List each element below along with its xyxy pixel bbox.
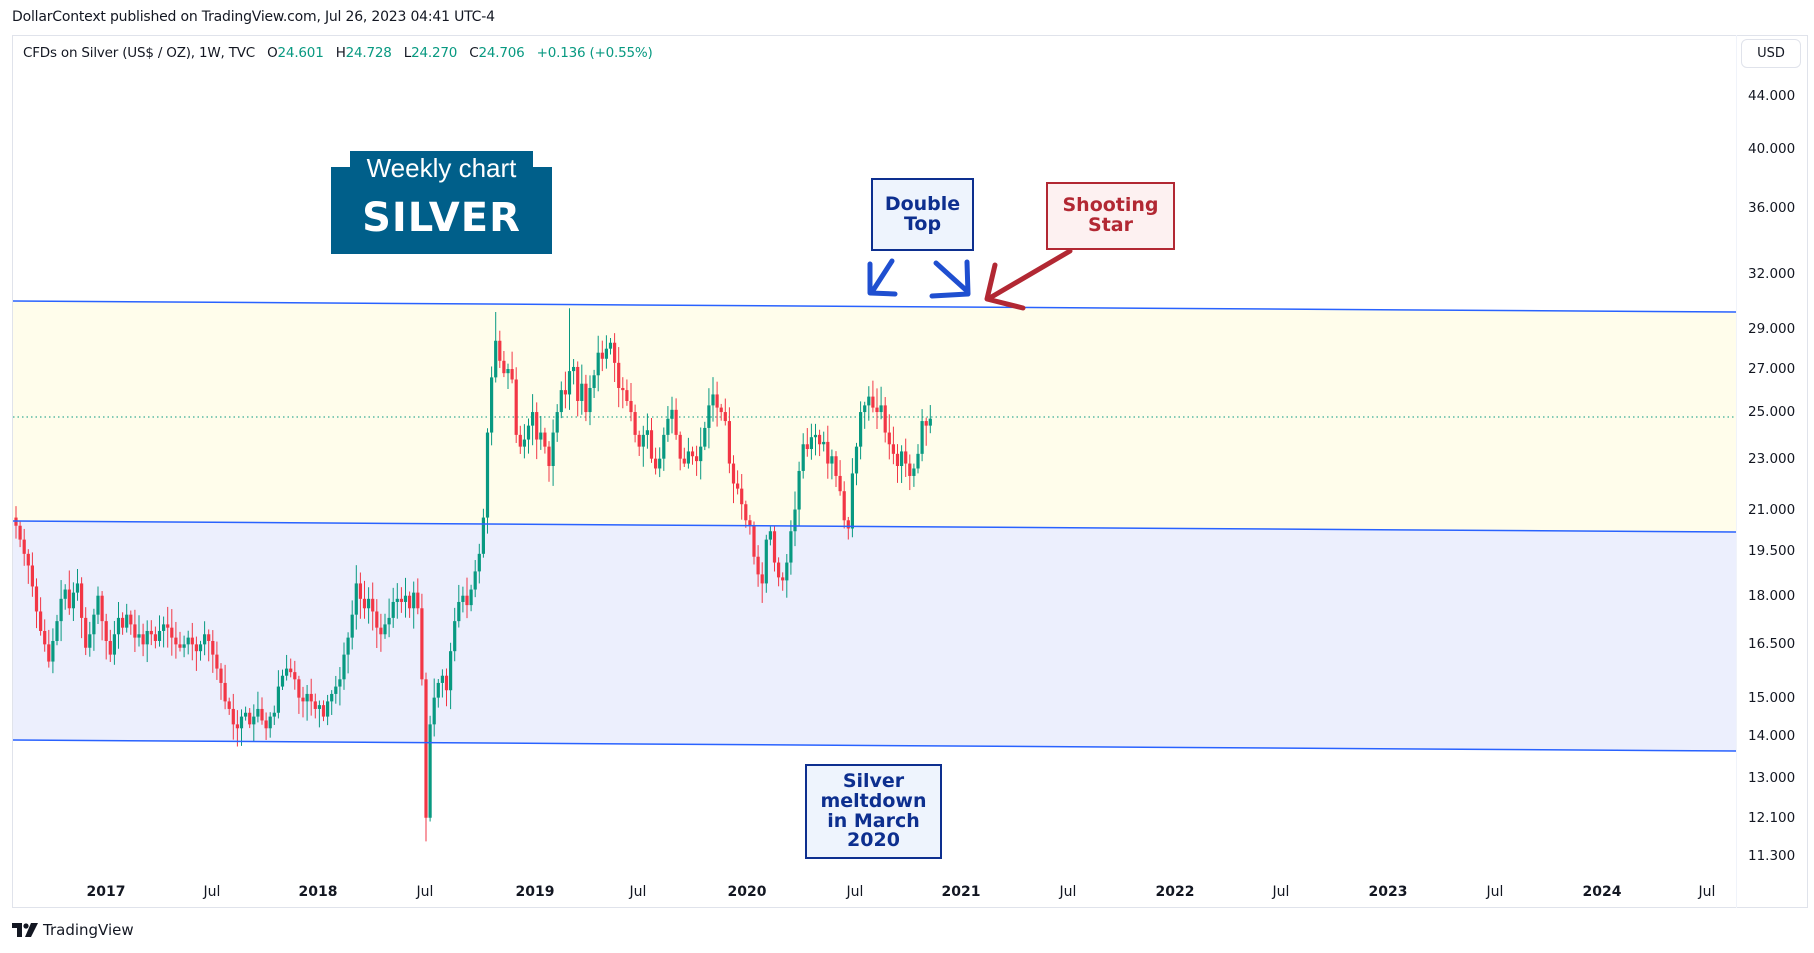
time-tick-label: 2021 [941,884,981,900]
price-tick-label: 23.000 [1748,450,1796,467]
price-tick-label: 27.000 [1748,361,1796,378]
time-tick-label: 2017 [86,884,126,900]
time-tick-label: 2019 [515,884,555,900]
price-tick-label: 44.000 [1748,88,1796,104]
currency-button[interactable]: USD [1741,39,1801,68]
publisher-line: DollarContext published on TradingView.c… [12,9,495,25]
time-tick-label: Jul [1486,884,1504,900]
resistance-trendline[interactable] [13,300,1736,313]
mid-support-trendline[interactable] [13,520,1736,533]
price-tick-label: 12.100 [1748,809,1796,826]
price-tick-label: 13.000 [1748,769,1796,786]
double-top-right-arrow-icon [929,259,971,299]
high-label: H [335,45,346,61]
price-tick-label: 29.000 [1748,321,1796,338]
tradingview-logo[interactable]: TradingView [12,921,134,939]
price-tick-label: 40.000 [1748,141,1796,158]
price-tick-label: 16.500 [1748,636,1796,653]
price-tick-label: 15.000 [1748,689,1796,706]
time-tick-label: 2022 [1155,884,1195,900]
time-tick-label: 2018 [298,884,338,900]
double-top-left-arrow-icon [867,258,898,297]
time-tick-label: Jul [846,884,864,900]
high-value: 24.728 [345,45,392,61]
shooting-star-arrow-icon [984,248,1073,311]
title-small: Weekly chart [366,153,517,183]
low-label: L [403,45,412,61]
price-tick-label: 18.000 [1748,587,1796,604]
time-tick-label: 2024 [1582,884,1622,900]
price-tick-label: 32.000 [1748,266,1796,283]
meltdown-annotation: Silver meltdown in March 2020 [805,764,942,859]
symbol-legend[interactable]: CFDs on Silver (US$ / OZ), 1W, TVC O24.6… [23,45,653,61]
price-tick-label: 36.000 [1748,200,1796,217]
close-label: C [469,45,479,61]
low-value: 24.270 [411,45,458,61]
open-label: O [267,45,278,61]
time-tick-label: Jul [1272,884,1290,900]
price-tick-label: 25.000 [1748,404,1796,421]
time-tick-label: Jul [1698,884,1716,900]
shooting-star-annotation: Shooting Star [1046,182,1175,250]
tradingview-logo-text: TradingView [43,921,134,939]
time-tick-label: Jul [629,884,647,900]
time-tick-label: Jul [1059,884,1077,900]
price-axis-separator [1736,35,1737,908]
change-value: +0.136 (+0.55%) [536,45,653,61]
time-tick-label: Jul [416,884,434,900]
open-value: 24.601 [277,45,324,61]
price-tick-label: 21.000 [1748,501,1796,518]
double-top-annotation: Double Top [871,178,974,251]
price-tick-label: 14.000 [1748,728,1796,745]
time-tick-label: 2023 [1368,884,1408,900]
weekly-chart-title-box: Weekly chart SILVER [331,151,552,254]
title-big: SILVER [362,195,521,241]
lower-support-trendline[interactable] [13,739,1736,752]
price-tick-label: 11.300 [1748,848,1796,864]
symbol-description: CFDs on Silver (US$ / OZ), 1W, TVC [23,45,256,61]
price-tick-label: 19.500 [1748,542,1796,559]
candlestick-series [14,308,932,842]
lower-range-zone [13,521,1736,751]
upper-range-zone [13,301,1736,532]
tradingview-logo-icon [12,923,38,937]
close-value: 24.706 [478,45,525,61]
time-tick-label: Jul [203,884,221,900]
time-tick-label: 2020 [727,884,767,900]
